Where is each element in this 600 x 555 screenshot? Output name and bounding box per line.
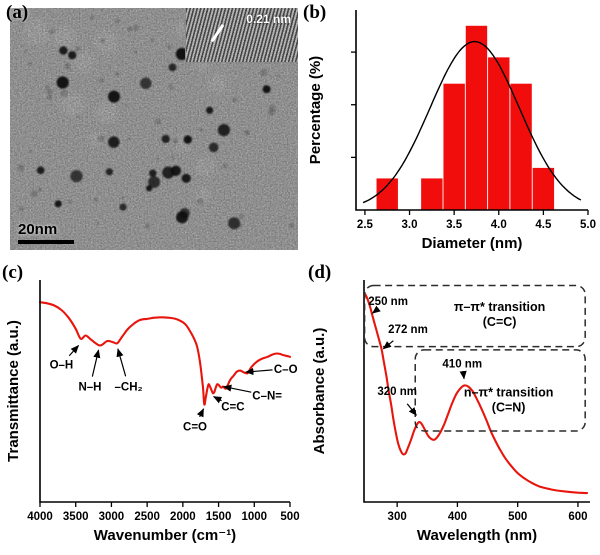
scale-bar: 20nm	[18, 221, 74, 244]
y-axis-title: Absorbance (a.u.)	[311, 328, 328, 455]
x-tick-label: 4.0	[491, 219, 507, 231]
peak-annotation: C=O	[183, 422, 207, 434]
axes	[363, 280, 590, 503]
peak-annotation: 250 nm	[368, 296, 408, 308]
scale-bar-label: 20nm	[18, 221, 58, 238]
x-axis-title: Diameter (nm)	[422, 235, 523, 252]
panel-d-label: (d)	[308, 262, 332, 283]
gaussian-fit-curve	[362, 40, 582, 204]
peak-annotation: C–O	[274, 364, 298, 376]
axes	[355, 10, 588, 211]
annotation-arrow	[371, 305, 381, 314]
x-tick-label: 400	[448, 511, 467, 523]
panel-b-label: (b)	[303, 2, 327, 23]
x-tick-label: 5.0	[580, 219, 596, 231]
histogram-bar	[532, 167, 555, 210]
annotation-arrow	[116, 348, 127, 377]
x-axis-title: Wavenumber (cm⁻¹)	[94, 527, 236, 544]
spectrum-curve	[363, 292, 589, 495]
annotation-arrow	[91, 349, 101, 377]
x-tick-label: 4.5	[535, 219, 552, 231]
x-tick-label: 500	[508, 511, 527, 523]
x-tick-label: 1000	[241, 511, 267, 523]
tem-nanoparticles	[36, 41, 281, 230]
y-axis-title: Transmittance (a.u.)	[5, 320, 22, 462]
hrtem-inset: 0.21 nm	[185, 8, 298, 63]
x-tick-label: 2000	[170, 511, 196, 523]
annotation-arrow	[382, 340, 394, 350]
peak-annotation: 410 nm	[442, 358, 482, 370]
annotation-arrow	[245, 367, 273, 376]
annotation-arrow	[213, 396, 223, 404]
x-tick-label: 3000	[99, 511, 125, 523]
x-tick-label: 3500	[63, 511, 89, 523]
histogram-bar	[376, 178, 398, 210]
dashed-annotation-box	[414, 349, 586, 432]
annotation-arrow	[68, 345, 80, 357]
y-axis-title: Percentage (%)	[307, 56, 324, 164]
histogram-bar	[443, 83, 465, 210]
peak-annotation: C–N=	[252, 390, 282, 402]
histogram-bar	[488, 57, 510, 210]
panel-c-label: (c)	[2, 262, 24, 283]
x-tick-label: 500	[280, 511, 299, 523]
transition-label: n–π* transition	[464, 385, 553, 399]
x-tick-label: 600	[568, 511, 587, 523]
annotation-arrow	[222, 384, 252, 393]
annotation-arrow	[196, 408, 205, 418]
peak-annotation: C=C	[221, 402, 244, 414]
peak-annotation: 320 nm	[377, 386, 417, 398]
histogram-bar	[465, 25, 488, 210]
histogram-bar	[510, 83, 532, 210]
uvvis-chart: 300 400 500 600 Wavelength (nm) Absorbance (a…	[311, 280, 590, 544]
peak-annotation: N–H	[78, 382, 101, 394]
dashed-annotation-box	[363, 284, 586, 348]
x-tick-label: 2500	[134, 511, 160, 523]
peak-annotation: –CH₂	[115, 382, 143, 394]
annotation-arrow	[406, 403, 417, 416]
spectrum-curve	[38, 301, 292, 406]
lattice-fringes	[186, 8, 298, 62]
x-tick-label: 1500	[206, 511, 232, 523]
x-tick-label: 3.0	[402, 219, 418, 231]
panel-a-label: (a)	[6, 2, 29, 23]
transition-label: (C=N)	[492, 400, 526, 414]
peak-annotation: O–H	[50, 359, 74, 371]
scale-bar-line	[18, 240, 74, 244]
size-distribution-chart: 2.5 3.0 3.5 4.0 4.5 5.0 Diameter (nm) Percentag…	[307, 10, 596, 252]
peak-annotation: 272 nm	[388, 324, 428, 336]
x-axis-title: Wavelength (nm)	[417, 527, 537, 544]
histogram-bar	[421, 178, 443, 210]
x-tick-label: 3.5	[446, 219, 463, 231]
lattice-spacing-label: 0.21 nm	[246, 12, 291, 26]
x-tick-label: 4000	[27, 511, 53, 523]
x-tick-label: 2.5	[357, 219, 374, 231]
tem-image-panel: 0.21 nm 20nm	[10, 8, 298, 250]
x-tick-label: 300	[388, 511, 407, 523]
annotation-arrow	[459, 370, 467, 380]
transition-label: (C=C)	[483, 315, 517, 329]
transition-label: π–π* transition	[454, 300, 545, 314]
ftir-chart: 4000 3500 3000 2500 2000 1500 1000 500 Wavenumbe…	[5, 280, 300, 544]
